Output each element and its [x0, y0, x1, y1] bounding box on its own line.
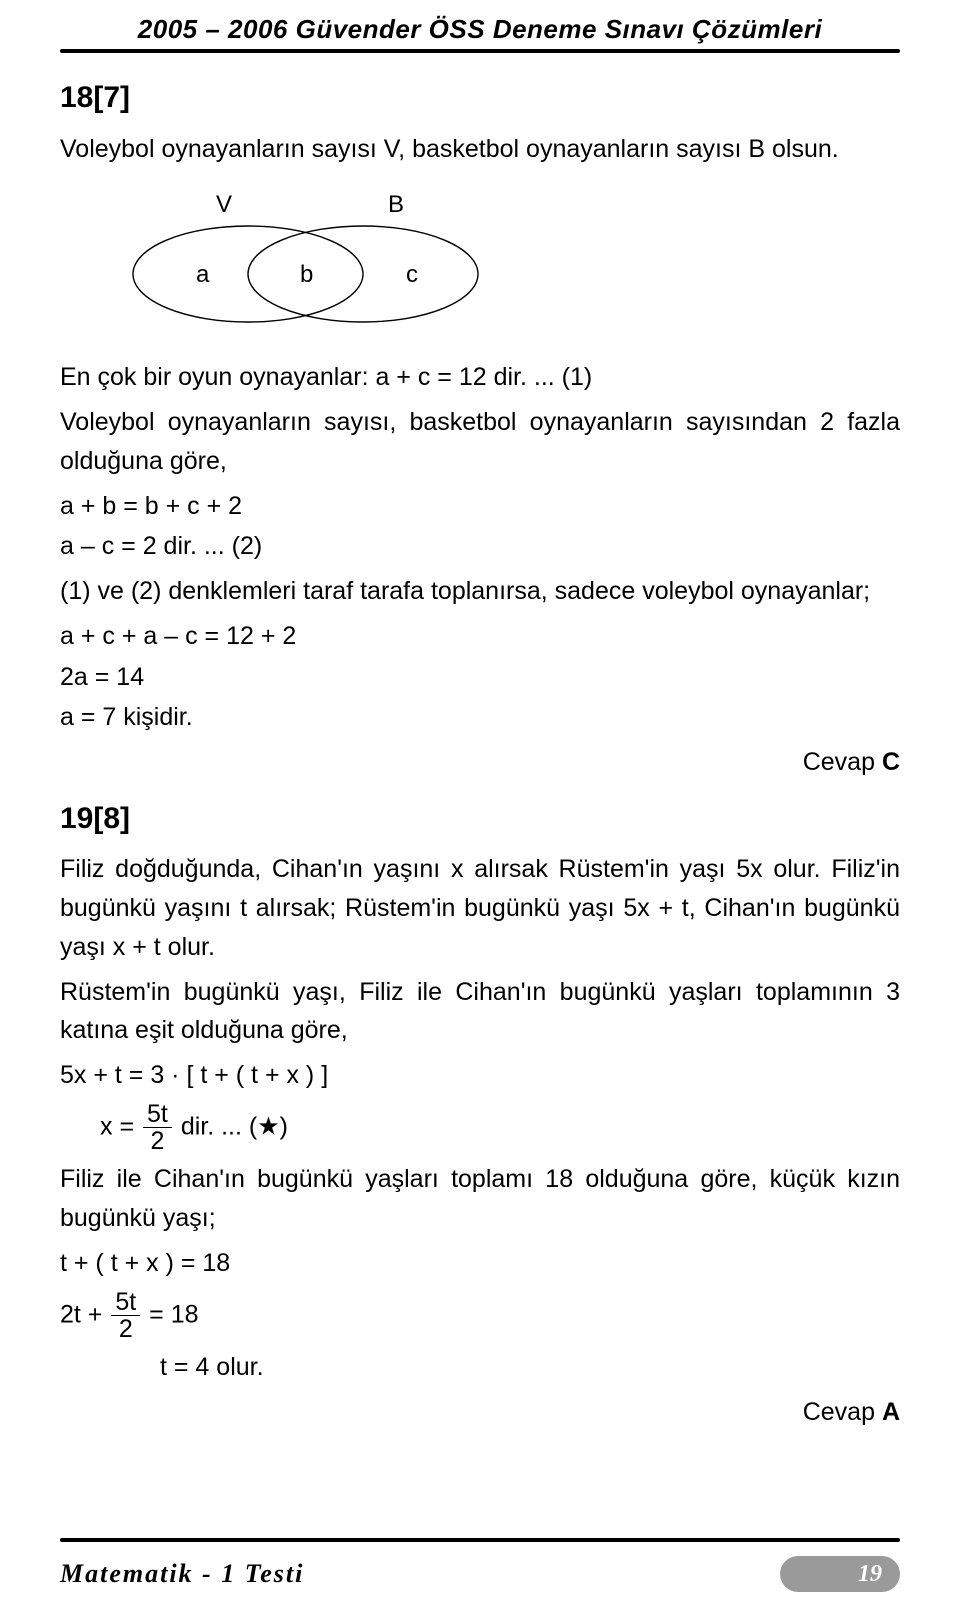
frac2-tail: = 18 [149, 1300, 198, 1328]
header-title: 2005 – 2006 Güvender ÖSS Deneme Sınavı Ç… [0, 0, 960, 45]
fraction-icon: 5t 2 [111, 1289, 140, 1343]
frac2-lhs: 2t + [60, 1300, 109, 1328]
fraction-icon: 5t 2 [143, 1101, 172, 1155]
q19-para2: Rüstem'in bugünkü yaşı, Filiz ile Cihan'… [60, 973, 900, 1051]
frac1-bot: 2 [143, 1127, 172, 1154]
q19-frac1: x = 5t 2 dir. ... (★) [100, 1101, 900, 1155]
footer: Matematik - 1 Testi 19 [60, 1556, 900, 1592]
question-number-19: 19[8] [60, 796, 900, 843]
content-area: 18[7] Voleybol oynayanların sayısı V, ba… [0, 53, 960, 1432]
q18-answer: Cevap C [60, 743, 900, 782]
venn-label-b: B [388, 191, 404, 218]
q19-para1: Filiz doğduğunda, Cihan'ın yaşını x alır… [60, 850, 900, 966]
question-number-18: 18[7] [60, 75, 900, 122]
frac1-lhs: x = [100, 1112, 141, 1140]
frac1-tail: dir. ... (★) [181, 1112, 288, 1140]
q18-intro: Voleybol oynayanların sayısı V, basketbo… [60, 130, 900, 169]
answer-letter: C [882, 748, 900, 776]
q19-answer: Cevap A [60, 1393, 900, 1432]
q18-eq1: a + b = b + c + 2 [60, 487, 900, 526]
q19-eq2: t + ( t + x ) = 18 [60, 1244, 900, 1283]
frac1-top: 5t [143, 1101, 172, 1127]
page-number-pill: 19 [780, 1556, 900, 1592]
page: 2005 – 2006 Güvender ÖSS Deneme Sınavı Ç… [0, 0, 960, 1620]
q19-frac2: 2t + 5t 2 = 18 [60, 1289, 900, 1343]
q18-eq5: a = 7 kişidir. [60, 698, 900, 737]
q18-line1: En çok bir oyun oynayanlar: a + c = 12 d… [60, 358, 900, 397]
footer-rule [60, 1538, 900, 1542]
frac2-bot: 2 [111, 1315, 140, 1342]
footer-section-label: Matematik - 1 Testi [60, 1559, 304, 1589]
venn-region-b: b [300, 261, 313, 288]
q18-eq4: 2a = 14 [60, 658, 900, 697]
venn-region-c: c [406, 261, 418, 288]
q19-eq1: 5x + t = 3 · [ t + ( t + x ) ] [60, 1056, 900, 1095]
answer-letter: A [882, 1398, 900, 1426]
answer-label: Cevap [803, 1398, 882, 1426]
q18-eq2: a – c = 2 dir. ... (2) [60, 527, 900, 566]
q18-eq3: a + c + a – c = 12 + 2 [60, 617, 900, 656]
q18-line3: (1) ve (2) denklemleri taraf tarafa topl… [60, 572, 900, 611]
q19-para3: Filiz ile Cihan'ın bugünkü yaşları topla… [60, 1160, 900, 1238]
venn-region-a: a [196, 261, 210, 288]
answer-label: Cevap [803, 748, 882, 776]
frac2-top: 5t [111, 1289, 140, 1315]
venn-label-v: V [216, 191, 232, 218]
q18-line2: Voleybol oynayanların sayısı, basketbol … [60, 403, 900, 481]
page-number: 19 [858, 1561, 882, 1588]
venn-diagram: V B a b c [108, 184, 488, 334]
q19-eq3: t = 4 olur. [160, 1348, 900, 1387]
